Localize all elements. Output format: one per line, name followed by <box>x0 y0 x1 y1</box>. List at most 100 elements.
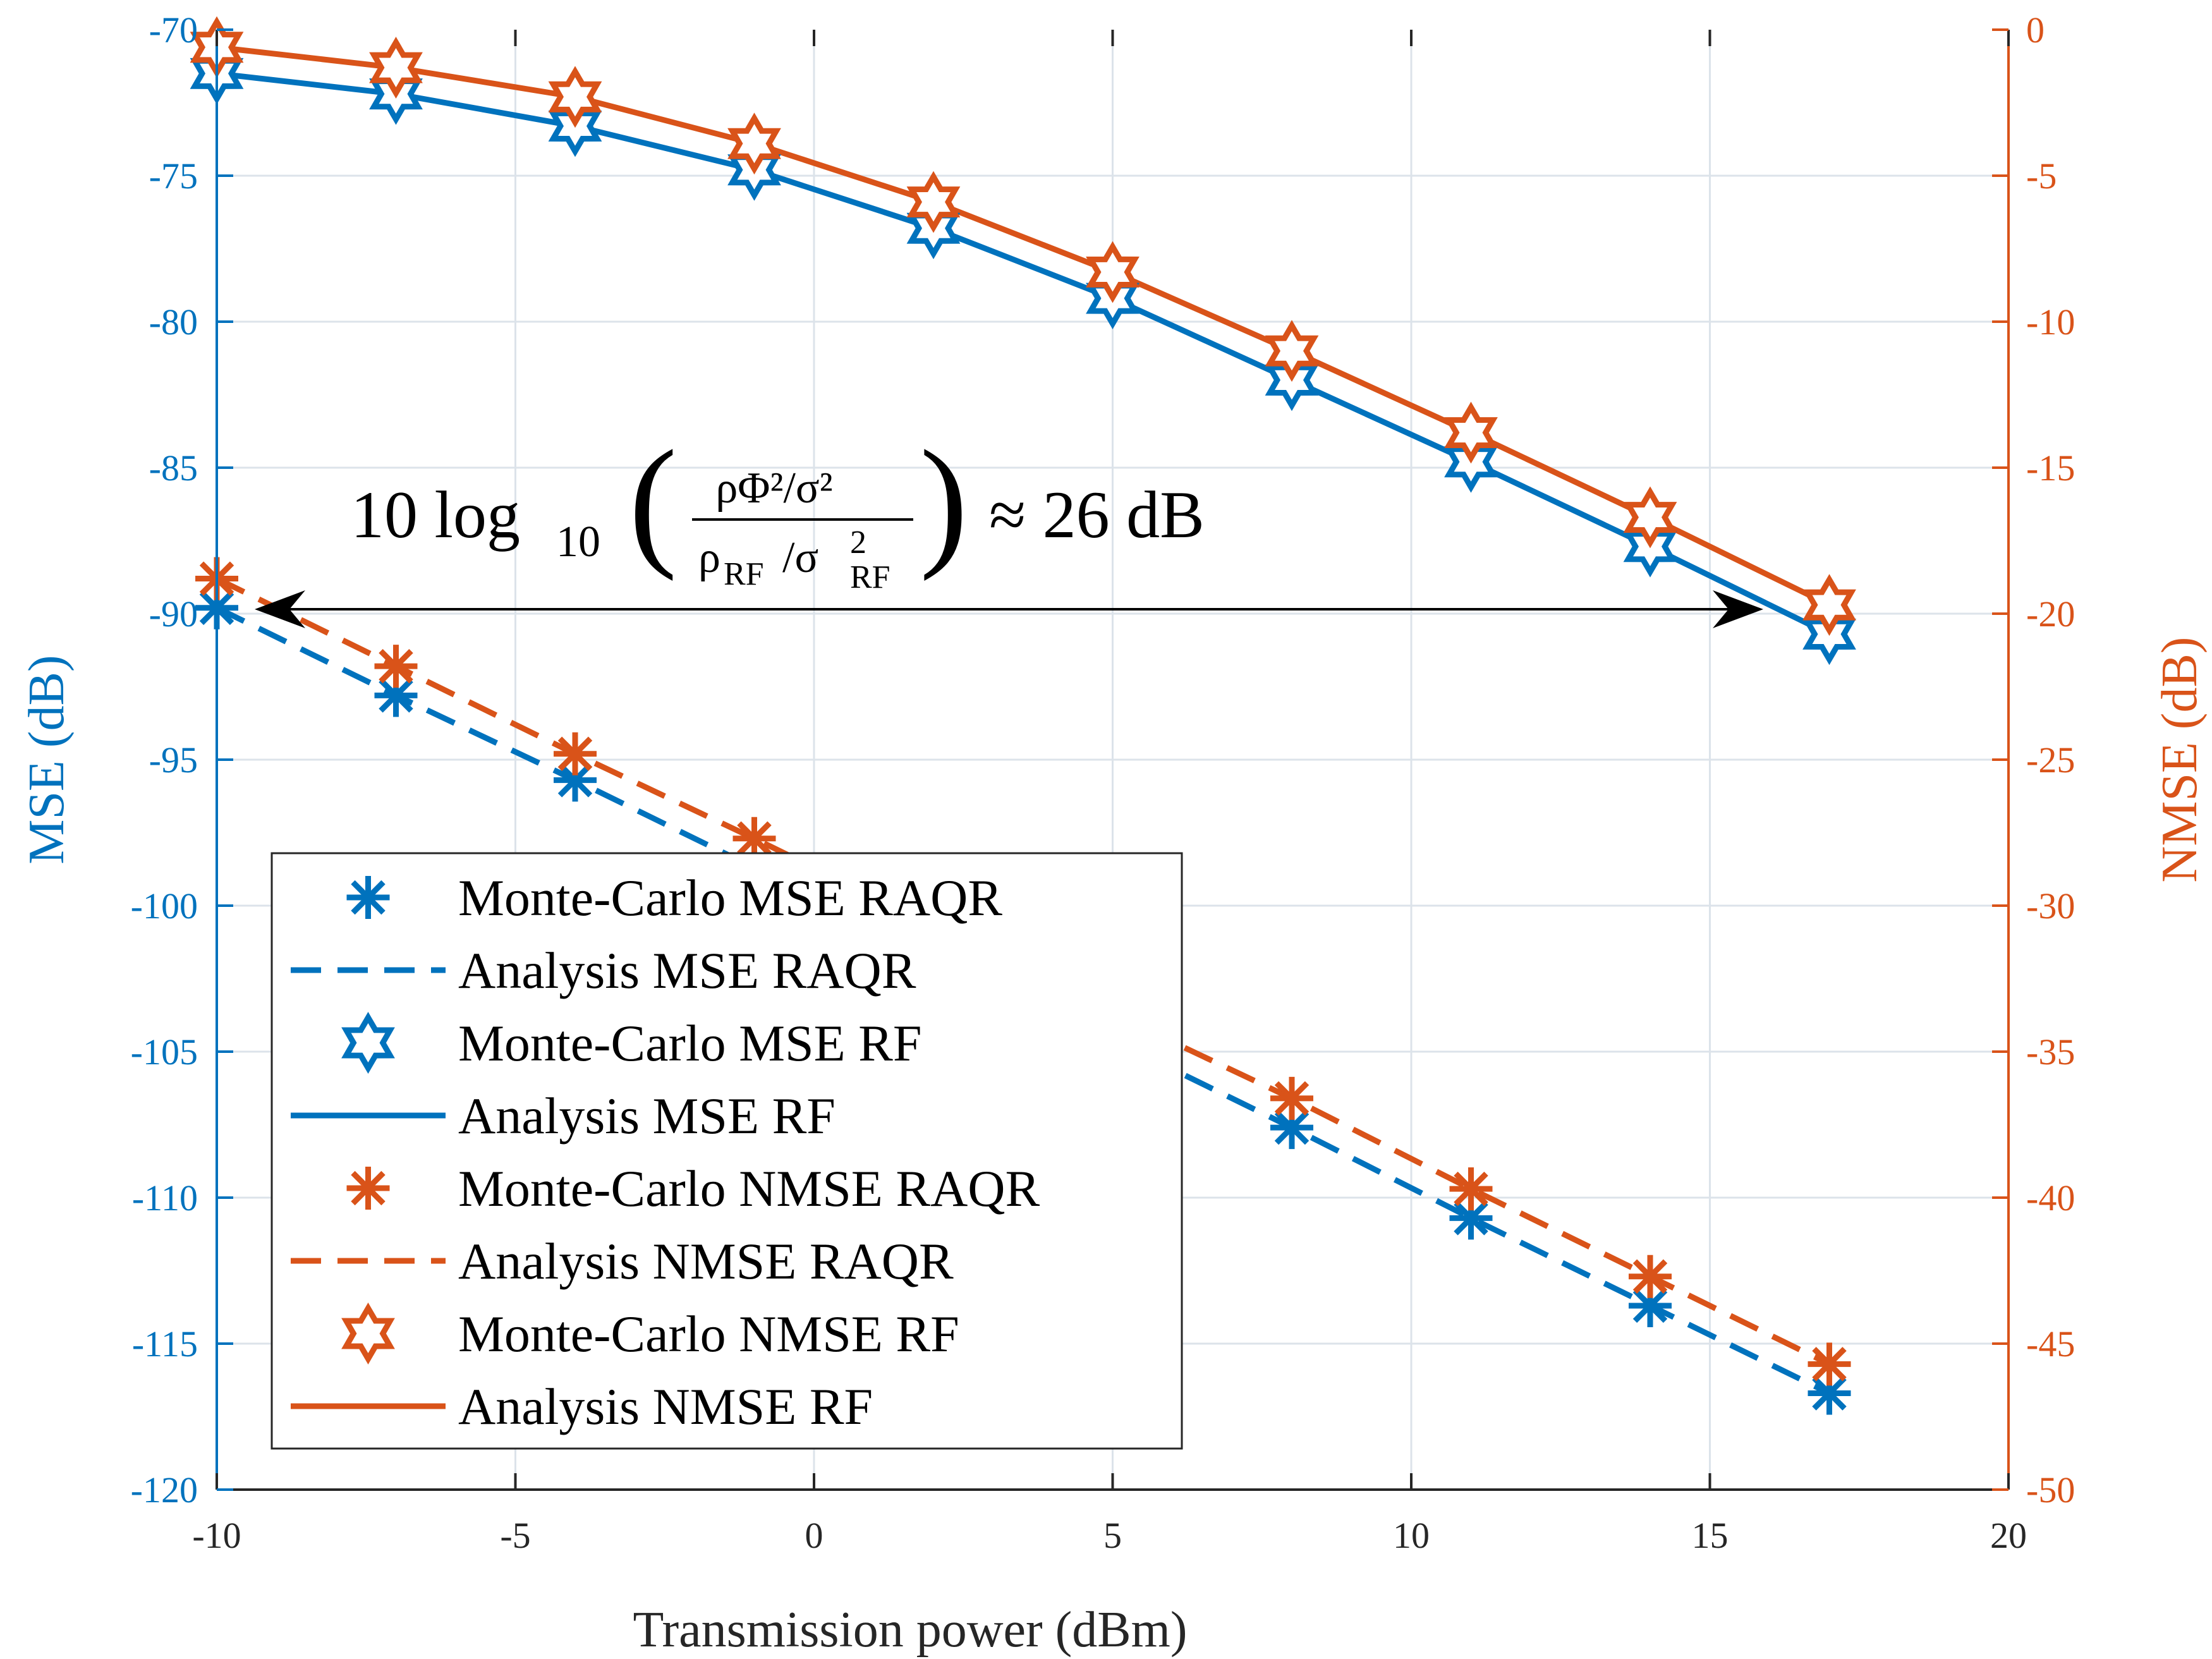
annotation-arrowhead-right <box>1713 590 1763 628</box>
marker-monte-carlo-mse-raqr-shape <box>1270 1106 1313 1150</box>
marker-monte-carlo-nmse-raqr <box>374 645 418 688</box>
legend-label-monte-carlo-nmse-rf: Monte-Carlo NMSE RF <box>458 1305 959 1363</box>
legend-label-monte-carlo-mse-rf: Monte-Carlo MSE RF <box>458 1014 921 1072</box>
legend-swatch-monte-carlo-nmse-rf <box>341 1303 395 1364</box>
annotation-arrowhead-left <box>255 590 305 628</box>
marker-monte-carlo-nmse-rf <box>1802 574 1856 636</box>
marker-monte-carlo-nmse-raqr <box>1629 1255 1672 1298</box>
left-axis-label: MSE (dB) <box>19 655 75 864</box>
marker-monte-carlo-nmse-raqr-shape <box>554 732 597 775</box>
right-tick-label: 0 <box>2026 9 2045 51</box>
marker-monte-carlo-nmse-rf-shape <box>548 66 602 128</box>
marker-monte-carlo-nmse-rf-shape <box>1802 574 1856 636</box>
x-tick-label: 5 <box>1103 1515 1122 1556</box>
marker-monte-carlo-nmse-rf-shape <box>1444 401 1498 464</box>
series-line-analysis-nmse-rf <box>216 44 1831 608</box>
marker-monte-carlo-mse-raqr <box>1808 1371 1851 1415</box>
marker-monte-carlo-mse-raqr-shape <box>554 758 597 802</box>
right-tick-label: -40 <box>2026 1177 2075 1218</box>
left-tick-label: -95 <box>149 739 198 781</box>
legend-swatch-monte-carlo-nmse-raqr <box>346 1167 390 1210</box>
annotation-denominator-sigma-sup: 2 <box>850 525 866 561</box>
legend-label-analysis-nmse-raqr: Analysis NMSE RAQR <box>458 1232 954 1290</box>
legend-label-analysis-mse-raqr: Analysis MSE RAQR <box>458 942 916 999</box>
marker-monte-carlo-nmse-raqr-shape <box>1629 1255 1672 1298</box>
right-tick-label: -15 <box>2026 447 2075 489</box>
legend-swatch-monte-carlo-mse-rf <box>341 1012 395 1074</box>
marker-monte-carlo-nmse-raqr-shape <box>1270 1076 1313 1120</box>
marker-monte-carlo-mse-raqr-shape <box>1629 1284 1672 1327</box>
x-axis-label: Transmission power (dBm) <box>633 1602 1187 1658</box>
marker-monte-carlo-mse-raqr <box>1270 1106 1313 1150</box>
right-tick-label: -50 <box>2026 1469 2075 1510</box>
right-axis-label: NMSE (dB) <box>2152 637 2208 883</box>
marker-monte-carlo-nmse-rf <box>727 112 781 175</box>
marker-monte-carlo-nmse-rf-shape <box>1086 241 1139 303</box>
marker-monte-carlo-nmse-raqr-shape <box>1449 1167 1493 1211</box>
annotation-denominator-sigma: /σ <box>782 533 818 582</box>
right-tick-label: -30 <box>2026 885 2075 927</box>
marker-monte-carlo-nmse-rf <box>1265 320 1319 382</box>
left-tick-label: -120 <box>131 1469 198 1510</box>
left-tick-label: -115 <box>132 1323 198 1364</box>
marker-monte-carlo-nmse-rf-shape <box>1265 320 1319 382</box>
tick-labels: -10 -5 0 5 10 15 20-70-75-80-85-90-95-100-105-… <box>131 9 2075 1556</box>
marker-monte-carlo-nmse-rf <box>1623 486 1677 549</box>
marker-monte-carlo-nmse-rf-shape <box>369 37 423 99</box>
marker-monte-carlo-nmse-raqr <box>732 817 776 860</box>
left-tick-label: -90 <box>149 593 198 635</box>
marker-monte-carlo-mse-raqr-shape <box>374 674 418 717</box>
legend-swatch-monte-carlo-mse-raqr-shape <box>346 876 390 919</box>
marker-monte-carlo-nmse-raqr <box>554 732 597 775</box>
right-tick-label: -45 <box>2026 1323 2075 1364</box>
annotation: 10 log 10 ( ρΦ²/σ² ρ RF /σ 2 RF ) ≈ 26 d… <box>255 420 1763 628</box>
annotation-left-paren: ( <box>629 420 678 581</box>
right-tick-label: -10 <box>2026 301 2075 343</box>
legend-label-monte-carlo-mse-raqr: Monte-Carlo MSE RAQR <box>458 869 1002 927</box>
x-tick-label: -5 <box>500 1515 530 1556</box>
legend-swatch-monte-carlo-nmse-raqr-shape <box>346 1167 390 1210</box>
legend-swatch-monte-carlo-mse-rf-shape <box>341 1012 395 1074</box>
marker-monte-carlo-mse-raqr <box>1449 1196 1493 1240</box>
left-tick-label: -110 <box>132 1177 198 1218</box>
marker-monte-carlo-mse-raqr-shape <box>1808 1371 1851 1415</box>
legend-label-analysis-mse-rf: Analysis MSE RF <box>458 1087 836 1145</box>
annotation-denominator-rho: ρ <box>698 533 720 582</box>
marker-monte-carlo-nmse-raqr-shape <box>374 645 418 688</box>
legend-box <box>270 852 1183 1450</box>
right-tick-label: -5 <box>2026 155 2057 197</box>
marker-monte-carlo-mse-raqr-shape <box>1449 1196 1493 1240</box>
legend-swatch-monte-carlo-nmse-rf-shape <box>341 1303 395 1364</box>
marker-monte-carlo-nmse-rf-shape <box>727 112 781 175</box>
series-line-analysis-mse-rf <box>216 70 1831 637</box>
annotation-log-subscript: 10 <box>556 518 600 566</box>
marker-monte-carlo-nmse-rf <box>369 37 423 99</box>
left-tick-label: -75 <box>149 155 198 197</box>
marker-monte-carlo-nmse-raqr-shape <box>732 817 776 860</box>
series-markers <box>190 16 1856 1415</box>
left-tick-label: -80 <box>149 301 198 343</box>
marker-monte-carlo-mse-raqr <box>1629 1284 1672 1327</box>
marker-monte-carlo-nmse-rf <box>906 171 961 233</box>
right-tick-label: -20 <box>2026 593 2075 635</box>
marker-monte-carlo-nmse-rf-shape <box>906 171 961 233</box>
left-tick-label: -85 <box>149 447 198 489</box>
x-tick-label: 0 <box>805 1515 823 1556</box>
marker-monte-carlo-mse-raqr <box>554 758 597 802</box>
left-tick-label: -70 <box>149 9 198 51</box>
annotation-right-paren: ) <box>920 420 968 581</box>
marker-monte-carlo-nmse-rf <box>548 66 602 128</box>
left-tick-label: -105 <box>131 1031 198 1073</box>
x-tick-label: -10 <box>192 1515 241 1556</box>
annotation-denominator-sigma-sub: RF <box>850 559 890 595</box>
marker-monte-carlo-mse-raqr <box>374 674 418 717</box>
marker-monte-carlo-nmse-raqr <box>1808 1342 1851 1386</box>
right-tick-label: -35 <box>2026 1031 2075 1073</box>
left-tick-label: -100 <box>131 885 198 927</box>
x-tick-label: 10 <box>1393 1515 1430 1556</box>
annotation-prefix: 10 log <box>351 478 520 552</box>
marker-monte-carlo-nmse-raqr <box>1449 1167 1493 1211</box>
annotation-denominator-rho-sub: RF <box>724 556 764 592</box>
marker-monte-carlo-nmse-rf <box>1444 401 1498 464</box>
